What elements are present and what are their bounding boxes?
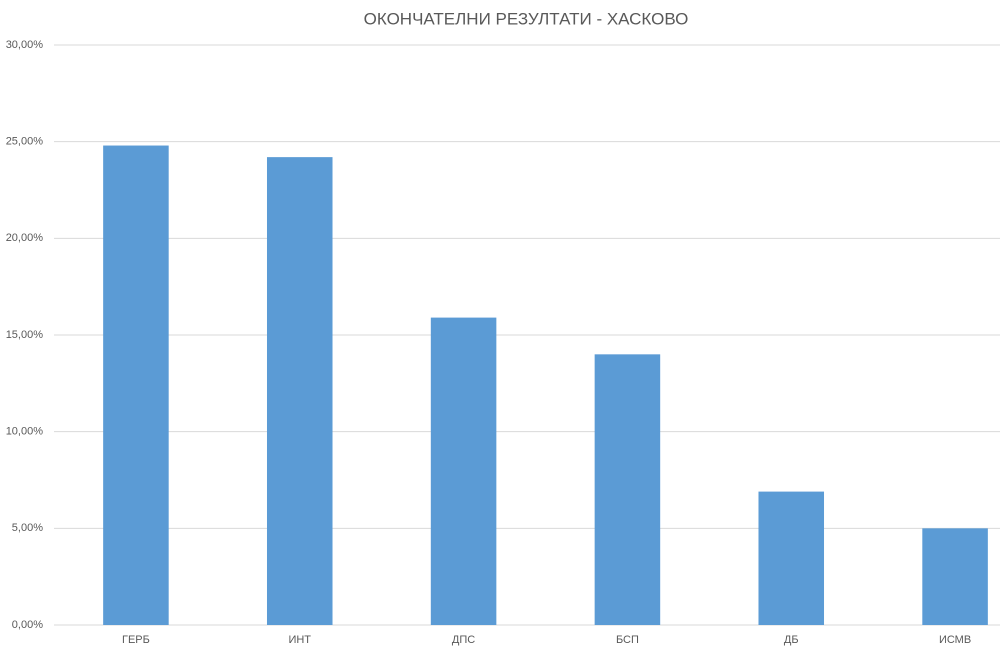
- x-tick-label: ГЕРБ: [122, 634, 150, 646]
- x-tick-label: ИНТ: [288, 634, 311, 646]
- x-tick-label: ДПС: [452, 634, 475, 646]
- bar: [594, 354, 661, 625]
- x-tick-label: БСП: [616, 634, 639, 646]
- y-tick-label: 0,00%: [12, 619, 43, 631]
- bar: [430, 317, 497, 625]
- bar: [758, 491, 825, 625]
- x-tick-label: ДБ: [784, 634, 799, 646]
- y-tick-label: 10,00%: [6, 426, 44, 438]
- bar: [103, 145, 169, 626]
- x-tick-label: ИСМВ: [939, 634, 971, 646]
- y-tick-label: 15,00%: [6, 329, 44, 341]
- y-tick-label: 30,00%: [6, 39, 44, 51]
- y-tick-label: 5,00%: [12, 522, 43, 534]
- bar: [922, 528, 988, 625]
- y-tick-label: 20,00%: [6, 232, 44, 244]
- y-tick-label: 25,00%: [6, 136, 44, 148]
- bar: [266, 157, 333, 625]
- chart-title: ОКОНЧАТЕЛНИ РЕЗУЛТАТИ - ХАСКОВО: [364, 9, 689, 28]
